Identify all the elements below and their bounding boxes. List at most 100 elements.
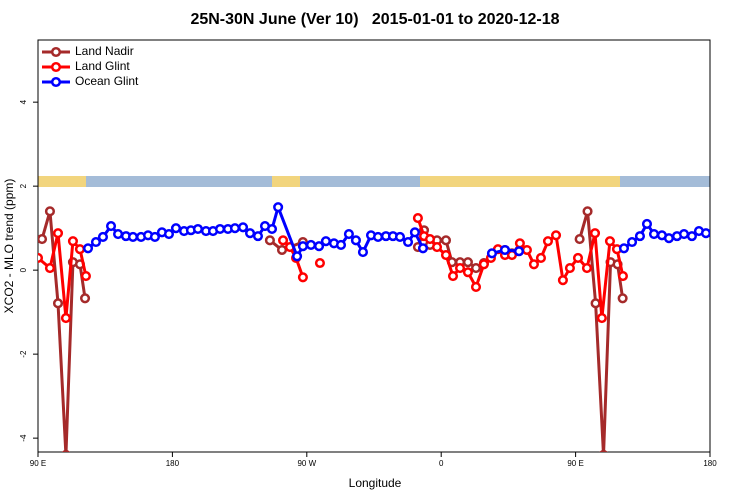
point [245,228,256,239]
point [634,231,646,242]
point [513,246,525,257]
point [589,228,601,239]
point [79,293,91,304]
point [264,235,275,246]
point [305,239,317,251]
point [478,259,489,270]
point [617,270,628,282]
x-tick-label: 90 W [297,459,316,468]
map-band [38,176,710,187]
y-tick-label: 0 [19,267,28,272]
point [60,312,71,324]
point [486,248,498,259]
point [663,233,674,244]
point [112,228,124,240]
point [44,262,55,274]
point [292,251,303,262]
point [90,236,101,248]
point [535,252,547,264]
point [700,228,710,239]
point [431,241,443,253]
x-tick-label: 180 [166,459,180,468]
point [528,259,539,270]
point [617,293,628,304]
point [412,213,423,224]
point [574,234,585,245]
point [82,243,94,254]
point [266,223,278,235]
point [105,221,117,232]
point [582,206,593,217]
legend-label: Land Nadir [75,44,134,58]
chart-title: 25N-30N June (Ver 10) 2015-01-01 to 2020… [190,11,559,28]
point [97,231,109,243]
point [447,270,459,282]
point [214,223,226,235]
point [127,231,139,243]
point [38,252,44,264]
point [52,298,64,309]
point [163,228,175,240]
point [52,228,64,239]
point [604,236,615,247]
legend-marker [50,46,62,58]
point [581,262,592,274]
x-axis-title: Longitude [349,476,402,490]
point [462,257,473,268]
point [542,236,554,247]
point [314,257,325,269]
point [192,223,203,235]
point [297,272,308,283]
point [454,262,466,274]
point [470,281,482,292]
point [417,243,429,254]
point [61,449,71,452]
legend-label: Ocean Glint [75,74,139,88]
x-tick-label: 0 [439,459,444,468]
legend-label: Land Glint [75,59,130,73]
point [521,244,532,256]
legend-marker [50,61,62,73]
point [424,234,436,245]
point [402,236,414,248]
point [350,235,361,246]
point [440,235,452,246]
point [618,243,630,254]
y-axis-title: XCO2 - MLO trend (ppm) [2,179,16,314]
point [678,228,690,240]
point [357,247,368,258]
point [626,236,638,248]
point [470,262,482,274]
point [409,227,420,238]
point [572,252,584,264]
plot-frame [37,39,711,453]
x-tick-label: 90 E [30,459,46,468]
point [599,449,608,452]
y-tick-label: -4 [19,434,28,442]
point [462,267,473,278]
point [229,223,241,234]
point [372,231,384,243]
y-tick-label: -2 [19,350,28,358]
x-tick-label: 180 [703,459,717,468]
point [499,244,511,256]
point [44,206,55,217]
point [564,262,575,274]
point [641,218,653,230]
point [149,231,160,243]
point [440,249,452,261]
x-tick-label: 90 E [567,459,583,468]
point [686,231,697,242]
point [38,234,48,245]
point [320,236,331,247]
point [273,202,284,213]
legend-marker [50,76,62,88]
point [648,228,660,240]
point [74,244,86,255]
point [343,228,354,240]
point [276,244,288,256]
point [514,238,525,249]
point [80,270,91,282]
point [550,230,562,241]
